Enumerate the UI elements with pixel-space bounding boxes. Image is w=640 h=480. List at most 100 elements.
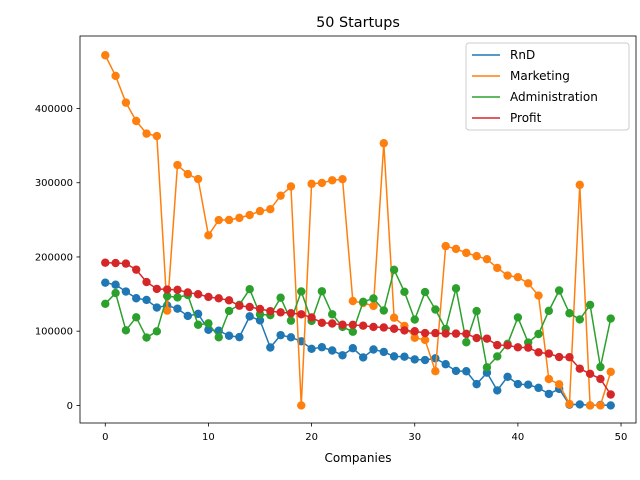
data-point-profit [193, 290, 203, 299]
data-point-administration [276, 293, 285, 302]
data-point-rnd [358, 353, 368, 362]
data-point-administration [358, 297, 368, 307]
data-point-administration [193, 320, 203, 329]
data-point-administration [348, 327, 358, 336]
data-point-rnd [317, 343, 327, 352]
data-point-administration [317, 287, 327, 296]
data-point-rnd [431, 354, 440, 363]
data-point-profit [575, 364, 584, 373]
data-point-marketing [173, 160, 182, 170]
data-point-administration [410, 315, 419, 324]
data-point-rnd [400, 352, 409, 361]
data-point-administration [369, 294, 378, 303]
data-point-profit [472, 333, 481, 343]
data-point-profit [451, 329, 461, 338]
data-point-marketing [235, 213, 244, 223]
data-point-profit [307, 313, 316, 322]
data-point-marketing [524, 279, 533, 288]
data-point-profit [493, 340, 502, 350]
data-point-marketing [534, 291, 543, 300]
data-point-administration [513, 313, 523, 322]
data-point-profit [101, 258, 110, 267]
data-point-profit [183, 288, 192, 297]
data-point-profit [266, 306, 275, 316]
data-point-rnd [297, 337, 306, 346]
data-point-rnd [575, 400, 584, 409]
data-point-rnd [142, 295, 151, 305]
legend-label: Marketing [510, 69, 570, 83]
series-layer [101, 51, 615, 410]
data-point-rnd [338, 351, 347, 360]
data-point-rnd [410, 355, 419, 364]
data-point-rnd [276, 330, 285, 340]
data-point-profit [286, 308, 296, 318]
y-tick-label: 100000 [35, 327, 73, 338]
data-point-administration [245, 285, 254, 294]
data-point-marketing [183, 169, 192, 179]
data-point-profit [358, 321, 368, 330]
data-point-administration [575, 315, 584, 324]
data-point-rnd [235, 332, 244, 342]
x-axis-label: Companies [325, 451, 392, 465]
data-point-marketing [132, 116, 141, 126]
data-point-profit [585, 369, 595, 379]
data-point-rnd [255, 316, 265, 325]
data-point-rnd [204, 325, 213, 334]
y-tick-label: 300000 [35, 178, 73, 189]
data-point-profit [132, 265, 141, 274]
data-point-marketing [245, 210, 254, 220]
data-point-marketing [348, 296, 358, 306]
data-point-profit [173, 285, 182, 294]
data-point-profit [400, 326, 409, 335]
data-point-rnd [472, 379, 481, 389]
data-point-profit [524, 343, 533, 352]
data-point-marketing [596, 401, 605, 410]
x-tick-label: 30 [408, 432, 421, 443]
data-point-marketing [472, 251, 481, 261]
data-point-rnd [132, 294, 141, 303]
legend-label: Administration [510, 90, 598, 104]
data-point-rnd [183, 311, 192, 321]
data-point-marketing [513, 272, 523, 282]
data-point-profit [462, 329, 471, 338]
chart-title: 50 Startups [316, 15, 400, 31]
data-point-administration [173, 293, 182, 302]
data-point-rnd [389, 352, 399, 361]
x-tick-label: 10 [202, 432, 215, 443]
data-point-administration [297, 287, 306, 296]
data-point-profit [255, 304, 265, 314]
data-point-marketing [297, 401, 306, 410]
data-point-marketing [379, 139, 388, 148]
data-point-rnd [606, 401, 615, 410]
data-point-profit [111, 258, 120, 268]
data-point-marketing [606, 367, 615, 377]
y-tick-label: 200000 [35, 252, 73, 263]
data-point-administration [596, 362, 605, 372]
data-point-marketing [503, 271, 512, 280]
data-point-administration [420, 287, 430, 297]
data-point-profit [338, 320, 347, 329]
data-point-rnd [544, 389, 554, 399]
data-point-rnd [286, 333, 296, 342]
data-point-profit [513, 343, 523, 352]
data-point-administration [534, 329, 543, 339]
data-point-profit [214, 294, 223, 303]
data-point-marketing [255, 206, 265, 216]
series-administration [101, 265, 615, 372]
data-point-marketing [338, 175, 347, 184]
data-point-rnd [224, 331, 234, 340]
data-point-administration [286, 316, 296, 325]
data-point-marketing [565, 399, 574, 409]
data-point-rnd [379, 347, 388, 357]
data-point-profit [121, 259, 131, 268]
data-point-administration [214, 333, 223, 342]
data-point-administration [389, 265, 399, 275]
legend-box [465, 42, 630, 131]
data-point-marketing [214, 215, 223, 225]
data-point-profit [596, 374, 605, 384]
data-point-administration [224, 306, 234, 316]
data-point-rnd [111, 280, 120, 289]
data-point-marketing [493, 263, 502, 273]
data-point-administration [132, 313, 141, 322]
